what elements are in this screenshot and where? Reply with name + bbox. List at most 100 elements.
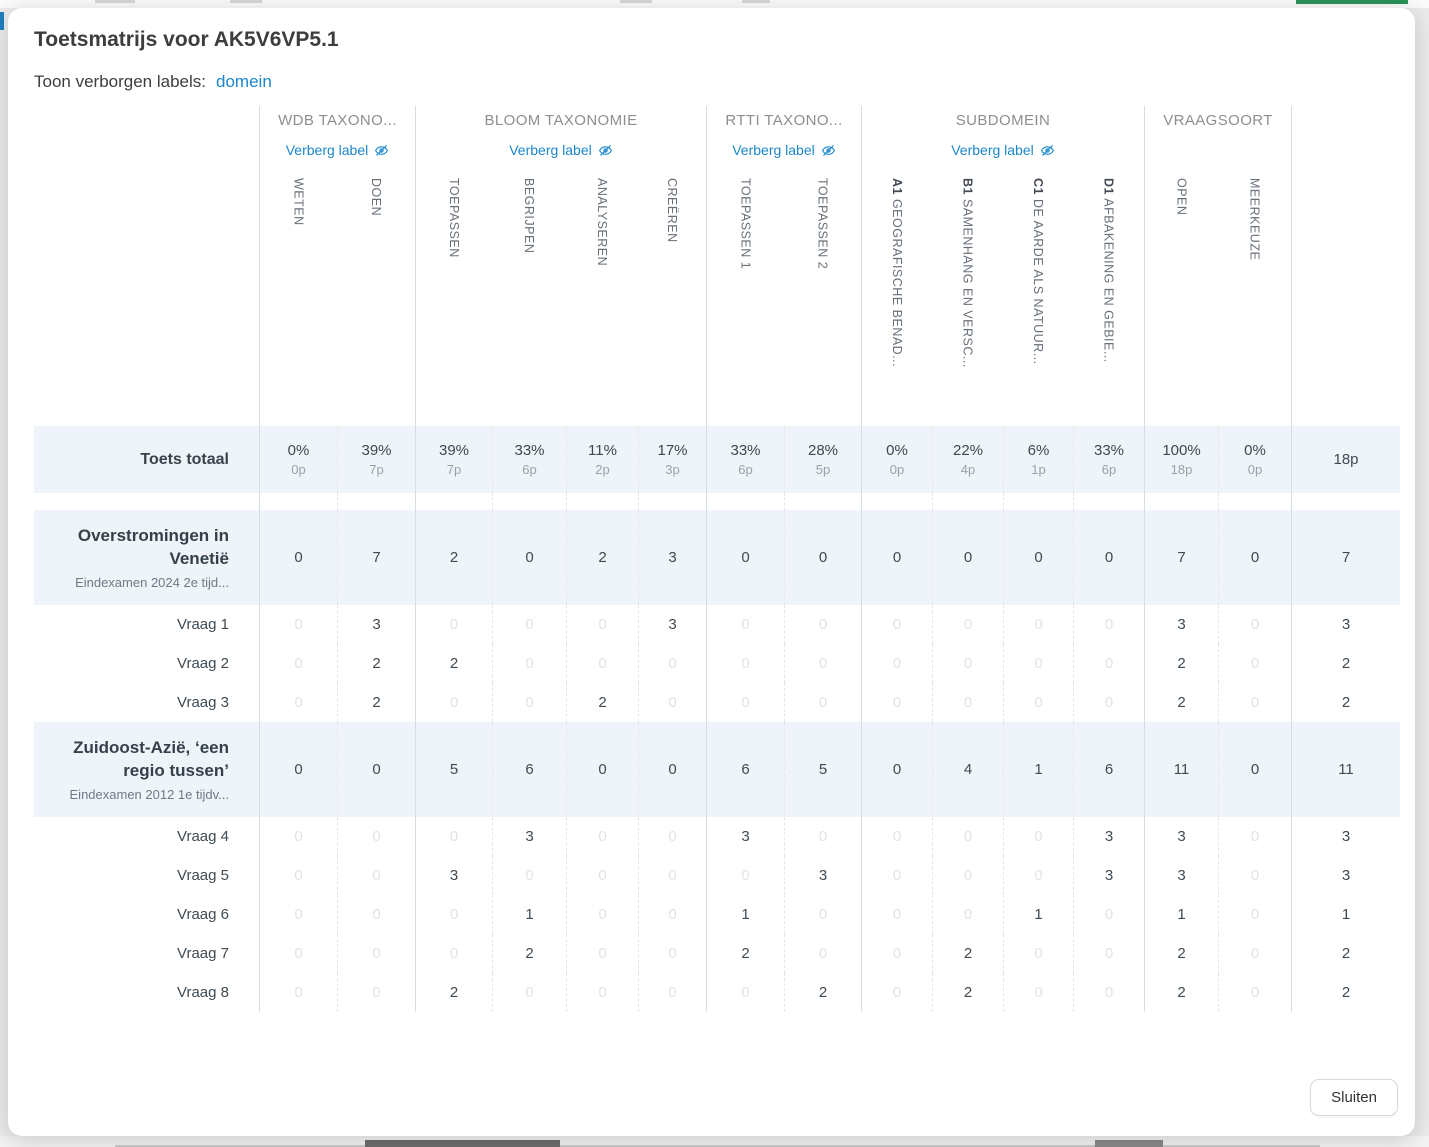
question-cell: 0 [706,856,784,895]
spacer [259,493,337,510]
question-total: 2 [1291,644,1400,683]
show-hidden-labels-row: Toon verborgen labels: domein [34,72,1415,92]
question-cell: 0 [259,973,337,1012]
section-cell: 0 [932,510,1003,605]
section-cell: 11 [1144,722,1218,817]
section-title: Zuidoost-Azië, ‘een regio tussen’ [73,738,229,780]
section-cell: 0 [259,510,337,605]
column-header-label: WETEN [291,178,306,226]
totals-percent: 6% [1027,442,1050,459]
column-header-label: TOEPASSEN 1 [738,178,753,270]
question-cell: 0 [1218,895,1291,934]
question-cell: 2 [706,934,784,973]
column-header-label: DOEN [369,178,383,217]
section-cell: 7 [337,510,415,605]
question-cell: 0 [337,856,415,895]
question-cell: 0 [566,895,638,934]
section-cell: 2 [415,510,492,605]
question-cell: 1 [1144,895,1218,934]
question-cell: 0 [638,817,706,856]
question-cell: 0 [1218,605,1291,644]
question-row-label: Vraag 6 [177,906,229,923]
totals-percent: 33% [1093,442,1125,459]
question-cell: 0 [932,856,1003,895]
question-cell: 0 [932,644,1003,683]
totals-percent: 100% [1162,442,1201,459]
question-cell: 1 [492,895,566,934]
totals-cell: 39% 7p [337,426,415,493]
question-cell: 0 [861,973,932,1012]
totals-percent: 33% [730,442,761,459]
hide-label-link-wdb-taxono[interactable]: Verberg label [286,142,390,158]
totals-percent: 39% [438,442,470,459]
question-cell: 0 [1003,973,1073,1012]
background-cut-text [365,1140,560,1147]
question-cell: 0 [415,895,492,934]
close-button[interactable]: Sluiten [1310,1079,1398,1116]
section-cell: 6 [1073,722,1144,817]
question-total: 3 [1291,605,1400,644]
column-header-weten: WETEN [259,176,337,426]
spacer [566,493,638,510]
spacer [784,493,861,510]
section-cell: 0 [638,722,706,817]
section-cell: 0 [1218,722,1291,817]
section-cell: 0 [337,722,415,817]
hide-label-text: Verberg label [285,142,369,158]
spacer [34,138,259,176]
question-cell: 2 [784,973,861,1012]
question-cell: 0 [337,817,415,856]
totals-points: 5p [815,462,831,477]
totals-grand-total: 18p [1291,426,1400,493]
column-header-cre-ren: CREËREN [638,176,706,426]
show-hidden-labels-text: Toon verborgen labels: [34,72,207,91]
question-cell: 0 [259,683,337,722]
totals-cell: 0% 0p [259,426,337,493]
question-cell: 0 [861,817,932,856]
column-header-b1-samenhang-en-versc: B1 SAMENHANG EN VERSC... [932,176,1003,426]
spacer [861,493,932,510]
question-cell: 2 [415,973,492,1012]
totals-cell: 17% 3p [638,426,706,493]
spacer [337,493,415,510]
column-header-label: CREËREN [665,178,679,243]
question-total: 1 [1291,895,1400,934]
totals-cell: 11% 2p [566,426,638,493]
column-header-open: OPEN [1144,176,1218,426]
spacer [34,493,259,510]
totals-row-label: Toets totaal [34,426,259,493]
question-cell: 0 [1073,605,1144,644]
question-cell: 0 [566,605,638,644]
totals-percent: 28% [807,442,839,459]
question-cell: 0 [706,683,784,722]
hide-label-link-rtti-taxono[interactable]: Verberg label [732,142,836,158]
background-bar [742,0,770,3]
hide-label-cell-bloom-taxonomie: Verberg label [415,138,706,176]
question-cell: 3 [638,605,706,644]
question-cell: 2 [932,973,1003,1012]
hide-label-link-bloom-taxonomie[interactable]: Verberg label [509,142,613,158]
totals-points: 7p [446,462,462,477]
column-header-toepassen: TOEPASSEN [415,176,492,426]
totals-points: 7p [369,462,384,477]
question-cell: 2 [337,644,415,683]
background-bar [620,0,652,3]
hide-label-text: Verberg label [732,142,815,158]
hide-label-link-subdomein[interactable]: Verberg label [951,142,1055,158]
question-cell: 0 [932,817,1003,856]
totals-points: 4p [960,462,976,477]
question-cell: 0 [492,683,566,722]
column-header-doen: DOEN [337,176,415,426]
section-subtitle: Eindexamen 2024 2e tijd... [75,574,229,590]
spacer [492,493,566,510]
question-cell: 2 [1144,683,1218,722]
question-cell: 3 [706,817,784,856]
question-cell: 3 [1144,605,1218,644]
show-hidden-labels-link-domein[interactable]: domein [216,72,272,91]
section-cell: 0 [492,510,566,605]
column-header-label: BEGRIJPEN [522,178,536,254]
spacer [1218,493,1291,510]
question-cell: 0 [415,934,492,973]
question-cell: 0 [337,973,415,1012]
totals-cell: 28% 5p [784,426,861,493]
